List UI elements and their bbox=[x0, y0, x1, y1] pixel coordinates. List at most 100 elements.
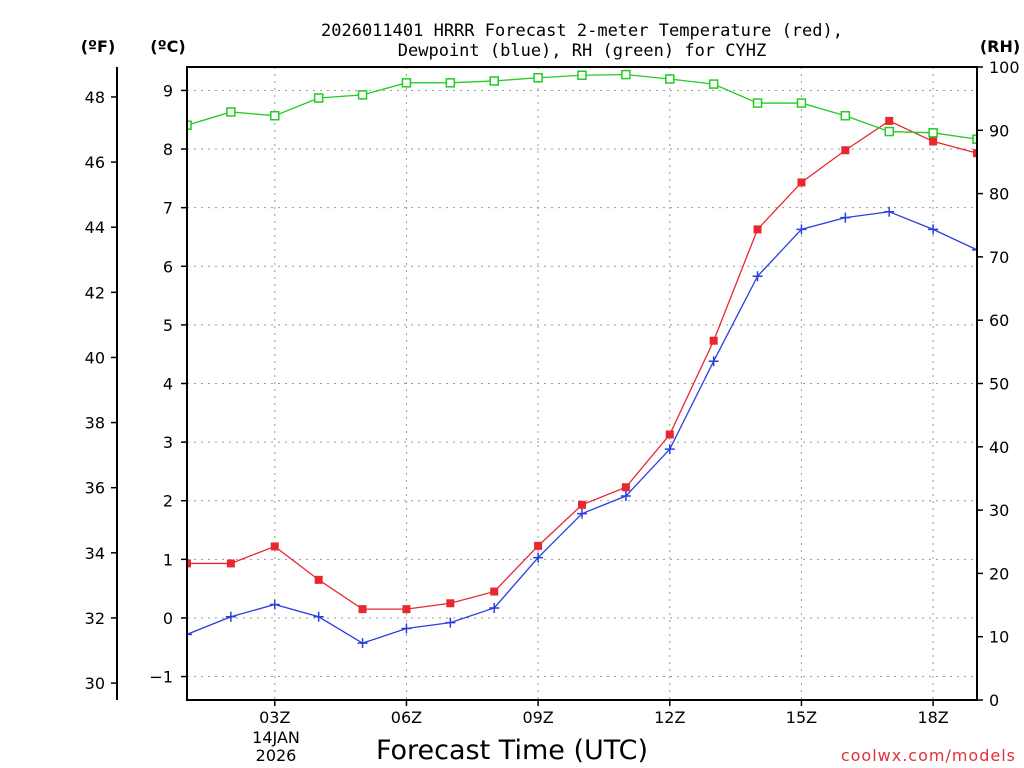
temperature-line bbox=[187, 120, 977, 610]
rh-tick-label: 10 bbox=[989, 628, 1009, 647]
rh-tick-label: 30 bbox=[989, 501, 1009, 520]
dewpoint-line bbox=[187, 211, 977, 644]
fahrenheit-tick-label: 30 bbox=[85, 674, 105, 693]
fahrenheit-tick-label: 44 bbox=[85, 218, 105, 237]
dewpoint-point bbox=[313, 611, 324, 622]
rh-point bbox=[577, 70, 587, 80]
rh-tick-label: 80 bbox=[989, 185, 1009, 204]
date-label-year: 2026 bbox=[256, 746, 297, 765]
dewpoint-point bbox=[269, 599, 280, 610]
celsius-tick-label: 2 bbox=[163, 492, 173, 511]
rh-tick-label: 90 bbox=[989, 121, 1009, 140]
grid bbox=[187, 67, 977, 700]
temperature-point bbox=[226, 559, 235, 568]
temperature-point bbox=[797, 178, 806, 187]
dewpoint-point bbox=[577, 508, 587, 519]
temperature-point bbox=[446, 599, 455, 608]
x-tick-label: 18Z bbox=[917, 708, 948, 727]
dewpoint-point bbox=[489, 602, 500, 613]
dewpoint-series bbox=[187, 206, 977, 649]
temperature-series bbox=[187, 116, 977, 614]
chart-title-line1: 2026011401 HRRR Forecast 2-meter Tempera… bbox=[321, 21, 843, 41]
rh-tick-label: 20 bbox=[989, 564, 1009, 583]
x-axis-label: Forecast Time (UTC) bbox=[376, 735, 648, 766]
celsius-tick-label: 6 bbox=[163, 257, 173, 276]
chart-title-line2: Dewpoint (blue), RH (green) for CYHZ bbox=[398, 41, 766, 61]
x-tick-label: 06Z bbox=[391, 708, 422, 727]
celsius-tick-label: 3 bbox=[163, 433, 173, 452]
rh-point bbox=[533, 73, 543, 83]
dewpoint-point bbox=[708, 356, 719, 367]
fahrenheit-tick-label: 48 bbox=[85, 88, 105, 107]
rh-point bbox=[401, 78, 412, 88]
series-layer bbox=[187, 69, 977, 649]
dewpoint-point bbox=[928, 224, 939, 235]
temperature-point bbox=[753, 225, 762, 234]
rh-point bbox=[313, 93, 324, 103]
celsius-tick-label: 9 bbox=[163, 81, 173, 100]
temperature-point bbox=[885, 116, 894, 125]
rh-point bbox=[840, 110, 851, 121]
temperature-point bbox=[709, 336, 718, 345]
fahrenheit-tick-label: 42 bbox=[85, 283, 105, 302]
dewpoint-point bbox=[620, 491, 631, 502]
plot-frame bbox=[186, 66, 978, 701]
rh-line bbox=[187, 73, 977, 140]
rh-point bbox=[187, 120, 192, 130]
celsius-tick-label: 7 bbox=[163, 199, 173, 218]
x-tick-label: 12Z bbox=[654, 708, 685, 727]
rh-point bbox=[796, 98, 807, 108]
rh-point bbox=[226, 107, 236, 117]
rh-point bbox=[270, 110, 280, 121]
fahrenheit-tick-label: 32 bbox=[85, 609, 105, 628]
celsius-tick-label: 4 bbox=[163, 375, 173, 394]
temperature-point bbox=[187, 559, 191, 568]
dewpoint-point bbox=[884, 206, 895, 217]
dewpoint-point bbox=[401, 623, 412, 634]
temperature-point bbox=[358, 605, 367, 614]
dewpoint-point bbox=[664, 444, 675, 455]
celsius-tick-label: 5 bbox=[163, 316, 173, 335]
fahrenheit-unit-label: (ºF) bbox=[81, 37, 116, 56]
temperature-point bbox=[490, 587, 499, 596]
rh-point bbox=[357, 90, 368, 100]
temperature-point bbox=[973, 149, 977, 158]
fahrenheit-tick-label: 36 bbox=[85, 479, 105, 498]
dewpoint-point bbox=[533, 552, 544, 563]
temperature-point bbox=[929, 137, 938, 146]
temperature-point bbox=[578, 500, 586, 509]
celsius-tick-label: 8 bbox=[163, 140, 173, 159]
rh-point bbox=[621, 69, 631, 80]
celsius-unit-label: (ºC) bbox=[150, 37, 185, 56]
rh-point bbox=[972, 134, 977, 144]
celsius-tick-label: 1 bbox=[163, 550, 173, 569]
dewpoint-point bbox=[972, 244, 977, 255]
temperature-point bbox=[314, 575, 323, 584]
rh-point bbox=[928, 128, 938, 138]
fahrenheit-tick-label: 46 bbox=[85, 153, 105, 172]
dewpoint-point bbox=[752, 271, 763, 282]
dewpoint-point bbox=[445, 617, 456, 628]
celsius-tick-label: 0 bbox=[163, 609, 173, 628]
rh-series bbox=[187, 69, 977, 144]
rh-point bbox=[489, 76, 499, 86]
rh-tick-label: 50 bbox=[989, 375, 1009, 394]
dewpoint-point bbox=[840, 212, 851, 223]
fahrenheit-tick-label: 38 bbox=[85, 414, 105, 433]
rh-point bbox=[884, 126, 894, 137]
credit-text: coolwx.com/models bbox=[841, 746, 1016, 765]
x-tick-label: 03Z bbox=[259, 708, 290, 727]
celsius-tick-label: −1 bbox=[149, 668, 173, 687]
temperature-point bbox=[534, 541, 543, 550]
rh-tick-label: 100 bbox=[989, 58, 1020, 77]
rh-tick-label: 0 bbox=[989, 691, 999, 710]
temperature-point bbox=[665, 430, 674, 439]
rh-tick-label: 60 bbox=[989, 311, 1009, 330]
rh-tick-label: 40 bbox=[989, 438, 1009, 457]
dewpoint-point bbox=[225, 611, 236, 622]
dewpoint-point bbox=[187, 629, 192, 640]
temperature-point bbox=[841, 146, 850, 155]
rh-unit-label: (RH) bbox=[980, 37, 1020, 56]
fahrenheit-tick-label: 40 bbox=[85, 348, 105, 367]
